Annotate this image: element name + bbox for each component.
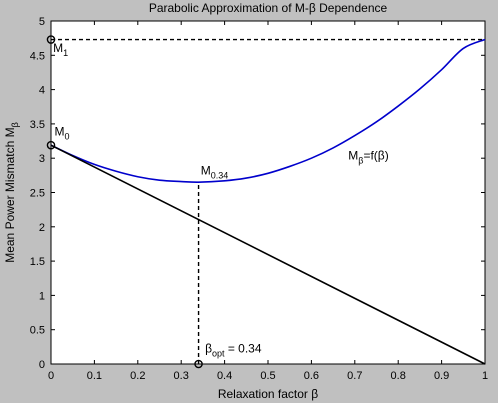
y-tick-label: 1.5: [30, 256, 45, 268]
y-tick-label: 0.5: [30, 325, 45, 337]
x-tick-label: 0.6: [304, 370, 319, 382]
y-tick-label: 1: [39, 290, 45, 302]
x-tick-label: 0.4: [217, 370, 232, 382]
x-tick-label: 0.8: [391, 370, 406, 382]
x-tick-label: 0.5: [260, 370, 275, 382]
plot-background: [50, 20, 486, 365]
y-tick-label: 5: [39, 16, 45, 28]
x-tick-label: 0.7: [347, 370, 362, 382]
x-tick-label: 0.3: [174, 370, 189, 382]
marker-circle: [46, 35, 56, 44]
series-line-1: [50, 144, 486, 365]
annotation-label: M1: [53, 41, 68, 58]
y-tick-label: 2: [39, 222, 45, 234]
annotation-label: βopt = 0.34: [205, 341, 262, 358]
annotation-label: M0: [54, 125, 69, 142]
y-tick-label: 4: [39, 85, 45, 97]
marker-circle: [194, 359, 203, 369]
y-axis-label-text: Mean Power Mismatch Mβ: [3, 122, 20, 263]
y-axis-label: Mean Power Mismatch Mβ: [3, 122, 20, 263]
x-tick-label: 0.2: [130, 370, 145, 382]
plot-area: 0 0.1 0.2 0.3 0.4 0.5 0.6 0.7 0.8 0.9 1 0 0.5 1 1.5 2 2.…: [30, 16, 488, 382]
y-tick-label: 0: [39, 359, 45, 371]
marker-circle: [46, 140, 56, 150]
annotation-label: Mβ=f(β): [348, 149, 388, 166]
x-tick-label: 0.9: [434, 370, 449, 382]
x-axis-label: Relaxation factor β: [218, 387, 318, 401]
y-tick-label: 3: [39, 153, 45, 165]
x-tick-label: 0: [48, 370, 54, 382]
y-tick-label: 2.5: [30, 188, 45, 200]
y-tick-label: 3.5: [30, 119, 45, 131]
chart-title: Parabolic Approximation of M-β Dependenc…: [149, 1, 388, 15]
y-tick-label: 4.5: [30, 50, 45, 62]
annotation-label: M0.34: [201, 164, 229, 181]
series-line-0: [50, 38, 486, 184]
x-tick-label: 0.1: [87, 370, 102, 382]
x-tick-label: 1: [482, 370, 488, 382]
